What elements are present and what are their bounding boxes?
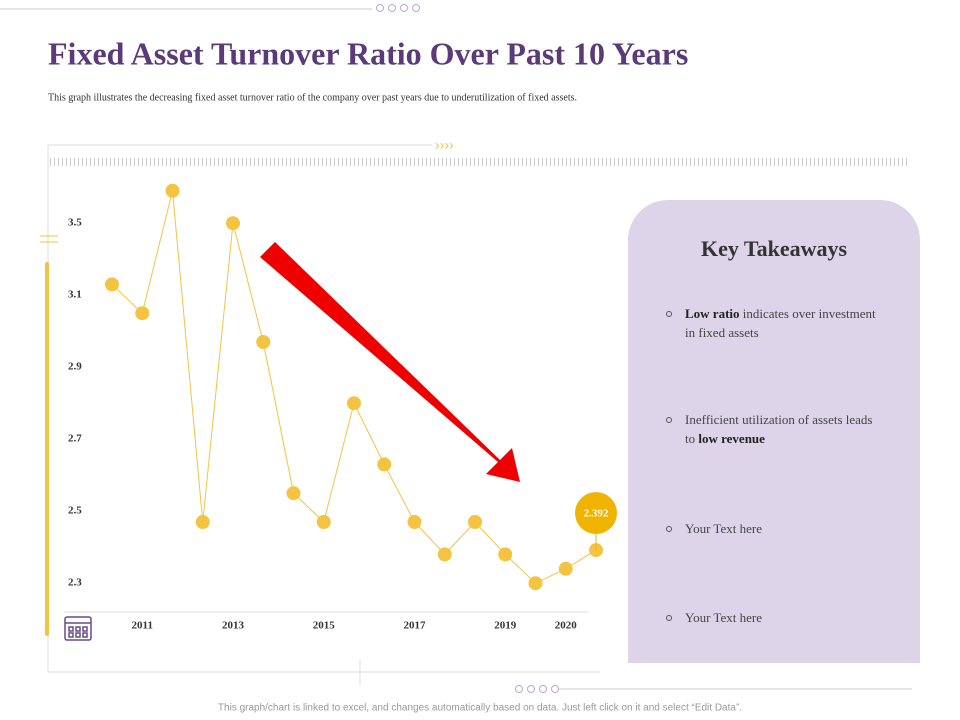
decor-dots (376, 4, 559, 693)
data-point (498, 547, 513, 562)
data-point (226, 216, 240, 231)
panel-heading: Key Takeaways (700, 236, 848, 261)
takeaway: Your Text here (666, 519, 885, 538)
data-label: 2.392 (584, 508, 609, 520)
footer: This graph/chart is linked to excel, and… (218, 703, 742, 714)
series-line (111, 190, 597, 584)
takeaway-text: Your Text here (685, 610, 762, 625)
takeaway-text: Inefficient utilization of assets leads … (685, 412, 873, 446)
y-tick-label: 2.5 (68, 505, 82, 517)
data-point (437, 547, 452, 562)
data-point (407, 515, 422, 529)
takeaway: Low ratio indicates over investment in f… (666, 304, 885, 342)
decor-chevrons: ›››› (435, 137, 454, 153)
data-point (377, 457, 392, 472)
y-tick-label: 3.1 (68, 289, 82, 301)
x-tick-label: 2020 (555, 620, 578, 632)
takeaway: Inefficient utilization of assets leads … (666, 410, 885, 448)
takeaway-text: Your Text here (685, 521, 762, 536)
frame (47, 144, 600, 685)
takeaway-bold: Low ratio (685, 306, 740, 321)
trend-arrow (260, 242, 520, 482)
subtitle: This graph illustrates the decreasing fi… (48, 92, 577, 103)
y-tick-label: 3.5 (68, 217, 82, 229)
y-tick-label: 2.3 (68, 577, 82, 589)
data-point (135, 306, 150, 321)
calendar-icon (64, 616, 92, 641)
data-point (286, 486, 301, 501)
x-tick-label: 2011 (132, 620, 153, 632)
decor-bar (45, 262, 49, 636)
takeaway-bold: low revenue (698, 431, 765, 446)
x-tick-label: 2015 (313, 620, 336, 632)
data-point (558, 561, 573, 576)
takeaway-text: indicates over investment in fixed asset… (685, 306, 876, 340)
y-tick-label: 2.7 (68, 433, 82, 445)
data-point (105, 277, 119, 292)
x-tick-label: 2013 (222, 620, 245, 632)
takeaways-panel: Key Takeaways Low ratio indicates over i… (628, 200, 920, 663)
data-point (528, 576, 543, 591)
data-point (468, 515, 482, 529)
data-point (256, 335, 271, 349)
data-point (165, 183, 180, 198)
decor-marks (40, 235, 58, 243)
x-tick-label: 2017 (404, 620, 427, 632)
x-tick-label: 2019 (494, 620, 517, 632)
data-point (347, 396, 361, 411)
data-point (316, 515, 331, 529)
takeaway: Your Text here (666, 608, 885, 627)
callout-bubble (575, 492, 617, 535)
title: Fixed Asset Turnover Ratio Over Past 10 … (48, 35, 688, 71)
y-tick-label: 2.9 (68, 361, 82, 373)
data-point (195, 515, 210, 529)
